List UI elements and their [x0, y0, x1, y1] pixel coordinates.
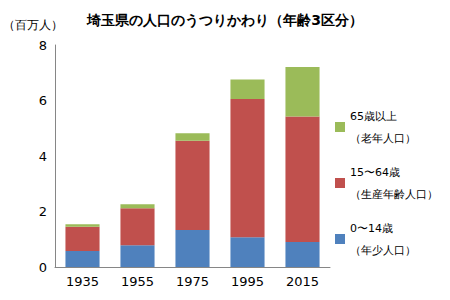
svg-text:2: 2 [39, 204, 47, 219]
svg-text:6: 6 [39, 93, 47, 108]
svg-text:2015: 2015 [286, 274, 319, 289]
svg-text:65歳以上: 65歳以上 [350, 110, 397, 123]
svg-text:0: 0 [39, 260, 47, 275]
svg-text:0〜14歳: 0〜14歳 [350, 222, 393, 235]
svg-text:埼玉県の人口のうつりかわり（年齢3区分）: 埼玉県の人口のうつりかわり（年齢3区分） [86, 12, 363, 29]
svg-text:（老年人口）: （老年人口） [350, 132, 416, 145]
svg-text:（年少人口）: （年少人口） [350, 244, 416, 257]
svg-text:（生産年齢人口）: （生産年齢人口） [350, 188, 438, 201]
svg-text:（百万人）: （百万人） [3, 18, 63, 32]
svg-text:8: 8 [39, 38, 47, 53]
svg-text:1975: 1975 [176, 274, 209, 289]
svg-text:1955: 1955 [121, 274, 154, 289]
svg-text:1995: 1995 [231, 274, 264, 289]
svg-text:4: 4 [39, 149, 47, 164]
svg-text:1935: 1935 [66, 274, 99, 289]
svg-text:15〜64歳: 15〜64歳 [350, 166, 400, 179]
